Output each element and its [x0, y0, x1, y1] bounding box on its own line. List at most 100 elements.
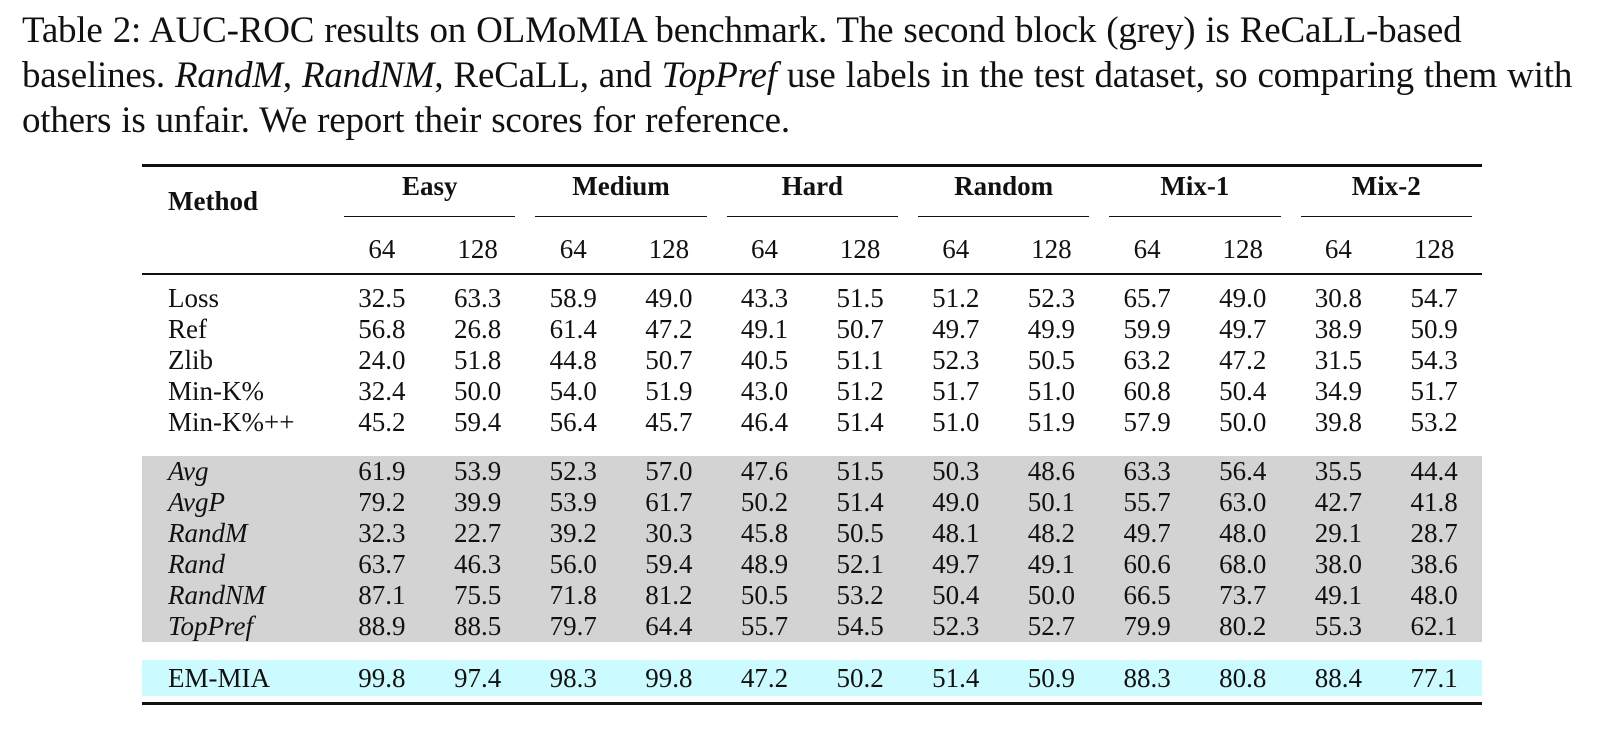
score-cell: 81.2: [621, 580, 717, 611]
score-cell: 57.9: [1099, 407, 1195, 452]
score-cell: 46.3: [429, 549, 526, 580]
score-cell: 68.0: [1194, 549, 1291, 580]
length-subheader: 64: [525, 225, 622, 275]
score-cell: 51.8: [453, 345, 502, 375]
score-cell: 50.7: [645, 345, 693, 375]
score-cell: 50.0: [1194, 407, 1291, 452]
score-cell: 50.5: [716, 580, 813, 611]
recall-baseline-row: TopPref 88.9 88.5 79.7 64.4 55.7 54.5 52.3 52.7 7…: [142, 611, 1482, 650]
score-cell: 60.8: [1123, 376, 1171, 406]
score-cell: 48.9: [716, 549, 813, 580]
score-cell: 53.2: [1386, 407, 1482, 452]
method-name: Zlib: [168, 345, 213, 375]
score-cell: 50.9: [1410, 314, 1458, 344]
score-cell: 39.8: [1290, 407, 1387, 452]
score-cell: 63.0: [1194, 487, 1291, 518]
score-cell: 71.8: [525, 580, 622, 611]
score-cell: 40.5: [740, 345, 789, 375]
method-header: Method: [168, 186, 258, 216]
caption-text-2: ,: [282, 55, 302, 96]
score-cell: 44.4: [1386, 446, 1482, 487]
baseline-row: Zlib 24.0 51.8 44.8 50.7 40.5 51.1 52.3 50.5 63.2…: [142, 345, 1482, 376]
score-cell: 32.5: [358, 283, 406, 313]
score-cell: 61.4: [549, 314, 597, 344]
score-cell: 51.9: [1003, 407, 1100, 452]
score-cell: 35.5: [1290, 446, 1387, 487]
baseline-row: Loss 32.5 63.3 58.9 49.0 43.3 51.5 51.2 52.3 65.7…: [142, 274, 1482, 314]
auc-roc-table: Method Easy Medium Hard Random Mix-1 Mix…: [142, 164, 1482, 705]
score-cell: 66.5: [1099, 580, 1195, 611]
score-cell: 49.9: [1027, 314, 1076, 344]
caption-emph-randnm: RandNM: [301, 55, 435, 96]
method-name: RandM: [142, 518, 335, 549]
group-header-label: Medium: [572, 171, 670, 201]
baseline-row: Ref 56.8 26.8 61.4 47.2 49.1 50.7 49.7 49.9 59.9 4…: [142, 314, 1482, 345]
length-subheader: 64: [1290, 225, 1387, 275]
header-row-lengths: 64 128 64 128 64 128 64 128 64 128 64 128: [142, 225, 1482, 275]
group-rule: [1300, 216, 1472, 217]
score-cell: 49.7: [907, 549, 1004, 580]
score-cell: 63.3: [453, 283, 502, 313]
score-cell: 51.5: [812, 446, 908, 487]
table-caption: Table 2: AUC-ROC results on OLMoMIA benc…: [22, 8, 1597, 143]
score-cell: 53.9: [525, 487, 622, 518]
score-cell: 98.3: [525, 660, 622, 696]
score-cell: 28.7: [1386, 518, 1482, 549]
score-cell: 51.7: [1410, 376, 1458, 406]
group-rule: [535, 216, 707, 217]
score-cell: 32.3: [334, 518, 430, 549]
score-cell: 49.1: [740, 314, 789, 344]
score-cell: 45.8: [716, 518, 813, 549]
score-cell: 39.9: [429, 487, 526, 518]
length-subheader: 128: [1386, 225, 1482, 275]
table-bottom-rule: [142, 696, 1482, 705]
group-header: Mix-1: [1099, 166, 1290, 226]
score-cell: 80.2: [1194, 611, 1291, 650]
group-rule: [344, 216, 516, 217]
score-cell: 49.1: [1003, 549, 1100, 580]
score-cell: 59.4: [621, 549, 717, 580]
score-cell: 49.0: [1219, 283, 1267, 313]
score-cell: 80.8: [1194, 660, 1291, 696]
score-cell: 64.4: [621, 611, 717, 650]
score-cell: 88.9: [334, 611, 430, 650]
method-name: AvgP: [142, 487, 335, 518]
score-cell: 57.0: [621, 446, 717, 487]
score-cell: 48.2: [1003, 518, 1100, 549]
score-cell: 99.8: [334, 660, 430, 696]
score-cell: 58.9: [549, 283, 597, 313]
score-cell: 45.2: [334, 407, 430, 452]
score-cell: 49.7: [1099, 518, 1195, 549]
score-cell: 50.3: [907, 446, 1004, 487]
score-cell: 50.5: [1027, 345, 1076, 375]
length-subheader: 128: [1003, 225, 1100, 275]
score-cell: 61.9: [334, 446, 430, 487]
block-spacer-cell: [142, 650, 1482, 660]
score-cell: 51.4: [812, 407, 908, 452]
results-table-wrapper: Method Easy Medium Hard Random Mix-1 Mix…: [142, 164, 1482, 705]
caption-emph-toppref: TopPref: [661, 55, 777, 96]
score-cell: 29.1: [1290, 518, 1387, 549]
score-cell: 65.7: [1123, 283, 1171, 313]
empty-cell: [142, 225, 335, 275]
score-cell: 51.0: [907, 407, 1004, 452]
score-cell: 34.9: [1314, 376, 1362, 406]
em-mia-row: EM-MIA 99.8 97.4 98.3 99.8 47.2 50.2 51.4 50.9 88…: [142, 660, 1482, 696]
score-cell: 38.9: [1314, 314, 1362, 344]
caption-text-4: use labels in the test dataset, so compa…: [22, 55, 1573, 141]
score-cell: 79.2: [334, 487, 430, 518]
length-subheader: 128: [429, 225, 526, 275]
score-cell: 50.4: [1219, 376, 1267, 406]
score-cell: 51.1: [836, 345, 884, 375]
score-cell: 52.1: [812, 549, 908, 580]
score-cell: 56.0: [525, 549, 622, 580]
score-cell: 88.3: [1099, 660, 1195, 696]
score-cell: 54.3: [1410, 345, 1458, 375]
method-name: Avg: [142, 446, 335, 487]
score-cell: 56.8: [358, 314, 406, 344]
score-cell: 50.2: [812, 660, 908, 696]
score-cell: 63.3: [1099, 446, 1195, 487]
length-subheader: 64: [1099, 225, 1195, 275]
score-cell: 88.5: [429, 611, 526, 650]
group-header: Easy: [334, 166, 525, 226]
